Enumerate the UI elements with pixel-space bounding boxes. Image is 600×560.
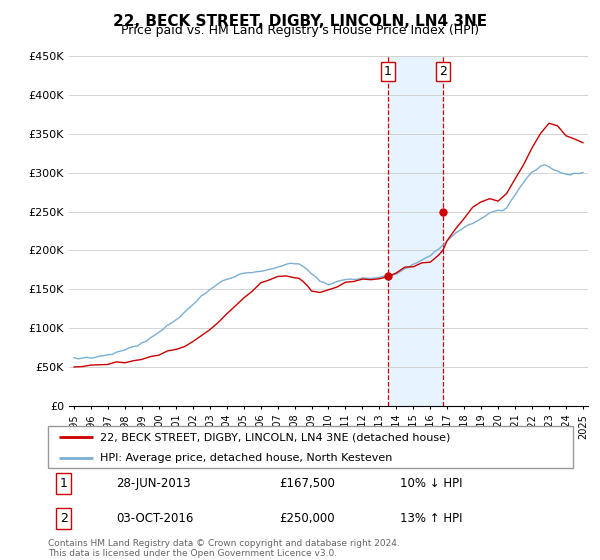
Text: 28-JUN-2013: 28-JUN-2013 — [116, 477, 191, 490]
Text: £167,500: £167,500 — [279, 477, 335, 490]
Text: 1: 1 — [384, 65, 392, 78]
Text: Contains HM Land Registry data © Crown copyright and database right 2024.
This d: Contains HM Land Registry data © Crown c… — [48, 539, 400, 558]
Text: 13% ↑ HPI: 13% ↑ HPI — [400, 512, 462, 525]
FancyBboxPatch shape — [48, 426, 573, 468]
Text: 2: 2 — [439, 65, 447, 78]
Bar — [388, 56, 443, 406]
Text: £250,000: £250,000 — [279, 512, 335, 525]
Text: Price paid vs. HM Land Registry's House Price Index (HPI): Price paid vs. HM Land Registry's House … — [121, 24, 479, 36]
Text: 22, BECK STREET, DIGBY, LINCOLN, LN4 3NE (detached house): 22, BECK STREET, DIGBY, LINCOLN, LN4 3NE… — [101, 432, 451, 442]
Text: 1: 1 — [60, 477, 68, 490]
Text: 2: 2 — [60, 512, 68, 525]
Text: HPI: Average price, detached house, North Kesteven: HPI: Average price, detached house, Nort… — [101, 454, 393, 463]
Text: 10% ↓ HPI: 10% ↓ HPI — [400, 477, 462, 490]
Text: 22, BECK STREET, DIGBY, LINCOLN, LN4 3NE: 22, BECK STREET, DIGBY, LINCOLN, LN4 3NE — [113, 14, 487, 29]
Text: 03-OCT-2016: 03-OCT-2016 — [116, 512, 194, 525]
